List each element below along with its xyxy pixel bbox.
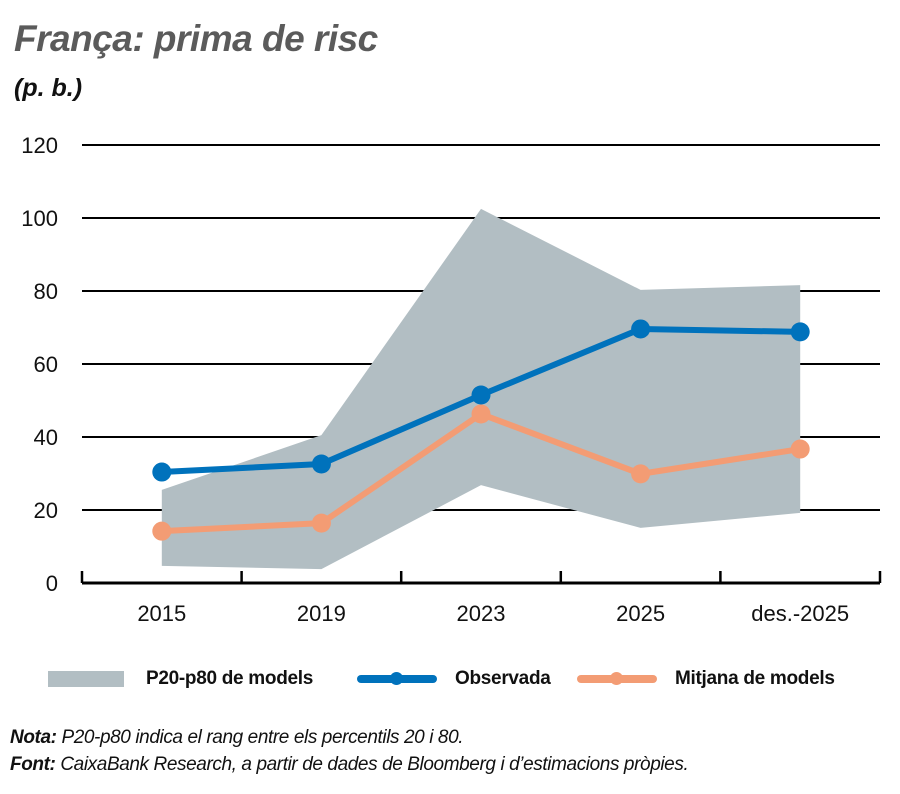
mitjana-series xyxy=(152,404,810,541)
data-point-marker xyxy=(311,454,331,474)
line-chart: 0 20 40 60 80 100 120 2015 2019 2023 2025 des.-202… xyxy=(21,133,882,626)
orange-line-marker-icon xyxy=(577,672,657,685)
data-point-marker xyxy=(311,513,331,533)
x-tick-label: 2019 xyxy=(297,601,346,626)
x-tick-label: 2015 xyxy=(137,601,186,626)
source-line: Font: CaixaBank Research, a partir de da… xyxy=(10,751,689,778)
source-label: Font: xyxy=(10,754,56,775)
note-line: Nota: P20-p80 indica el rang entre els p… xyxy=(10,724,688,751)
y-tick-label: 60 xyxy=(34,352,58,377)
legend-item-mitjana: Mitjana de models xyxy=(577,664,835,694)
data-point-marker xyxy=(631,319,651,339)
footnotes: Nota: P20-p80 indica el rang entre els p… xyxy=(10,724,689,778)
legend: P20-p80 de models Observada Mitjana de m… xyxy=(0,664,900,694)
legend-label-band: P20-p80 de models xyxy=(146,668,314,689)
data-point-marker xyxy=(152,462,172,482)
data-point-marker xyxy=(631,464,651,484)
x-tick-label: 2023 xyxy=(457,601,506,626)
y-tick-label: 120 xyxy=(21,133,58,158)
y-axis: 0 20 40 60 80 100 120 xyxy=(21,133,58,596)
y-tick-label: 40 xyxy=(34,425,58,450)
data-point-marker xyxy=(471,385,491,405)
blue-line-marker-icon xyxy=(357,672,437,685)
note-label: Nota: xyxy=(10,727,57,748)
data-point-marker xyxy=(790,439,810,459)
data-point-marker xyxy=(471,404,491,424)
y-tick-label: 20 xyxy=(34,498,58,523)
legend-label-mitjana: Mitjana de models xyxy=(675,668,835,689)
x-tick-label: des.-2025 xyxy=(751,601,849,626)
x-tick-label: 2025 xyxy=(616,601,665,626)
source-text: CaixaBank Research, a partir de dades de… xyxy=(55,754,689,775)
legend-item-observada: Observada xyxy=(357,664,551,694)
data-point-marker xyxy=(790,322,810,342)
x-axis: 2015 2019 2023 2025 des.-2025 xyxy=(80,571,882,626)
series-lines xyxy=(152,319,810,541)
chart-title: França: prima de risc xyxy=(14,18,378,59)
y-tick-label: 80 xyxy=(34,279,58,304)
chart-unit-subtitle: (p. b.) xyxy=(14,74,83,102)
y-tick-label: 0 xyxy=(46,571,58,596)
y-tick-label: 100 xyxy=(21,206,58,231)
legend-item-band: P20-p80 de models xyxy=(48,664,313,694)
legend-label-observada: Observada xyxy=(455,668,551,689)
band-swatch-icon xyxy=(48,671,124,687)
observada-series xyxy=(152,319,810,482)
data-point-marker xyxy=(152,521,172,541)
note-text: P20-p80 indica el rang entre els percent… xyxy=(56,727,464,748)
